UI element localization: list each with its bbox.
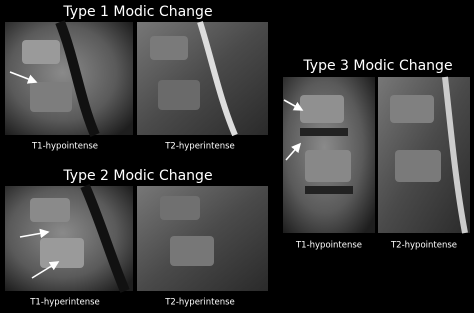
- arrow: [285, 142, 302, 161]
- mri-image: [5, 183, 133, 293]
- image-label: T1-hyperintense: [29, 298, 100, 308]
- arrow: [31, 261, 60, 279]
- image-label: T2-hyperintense: [164, 298, 235, 308]
- arrow: [9, 71, 38, 84]
- image-label: T1-hypointense: [295, 241, 362, 251]
- mri-image: [378, 76, 470, 234]
- group-title: Type 3 Modic Change: [302, 58, 452, 74]
- image-label: T2-hypointense: [390, 241, 457, 251]
- image-label: T2-hyperintense: [164, 142, 235, 152]
- mri-image: [283, 77, 375, 233]
- mri-image: [5, 20, 133, 137]
- arrow: [283, 99, 304, 111]
- group-title: Type 1 Modic Change: [62, 4, 212, 20]
- group-title: Type 2 Modic Change: [62, 168, 212, 184]
- mri-image: [137, 21, 268, 137]
- arrow: [19, 228, 50, 239]
- mri-image: [137, 186, 268, 291]
- image-label: T1-hypointense: [31, 142, 98, 152]
